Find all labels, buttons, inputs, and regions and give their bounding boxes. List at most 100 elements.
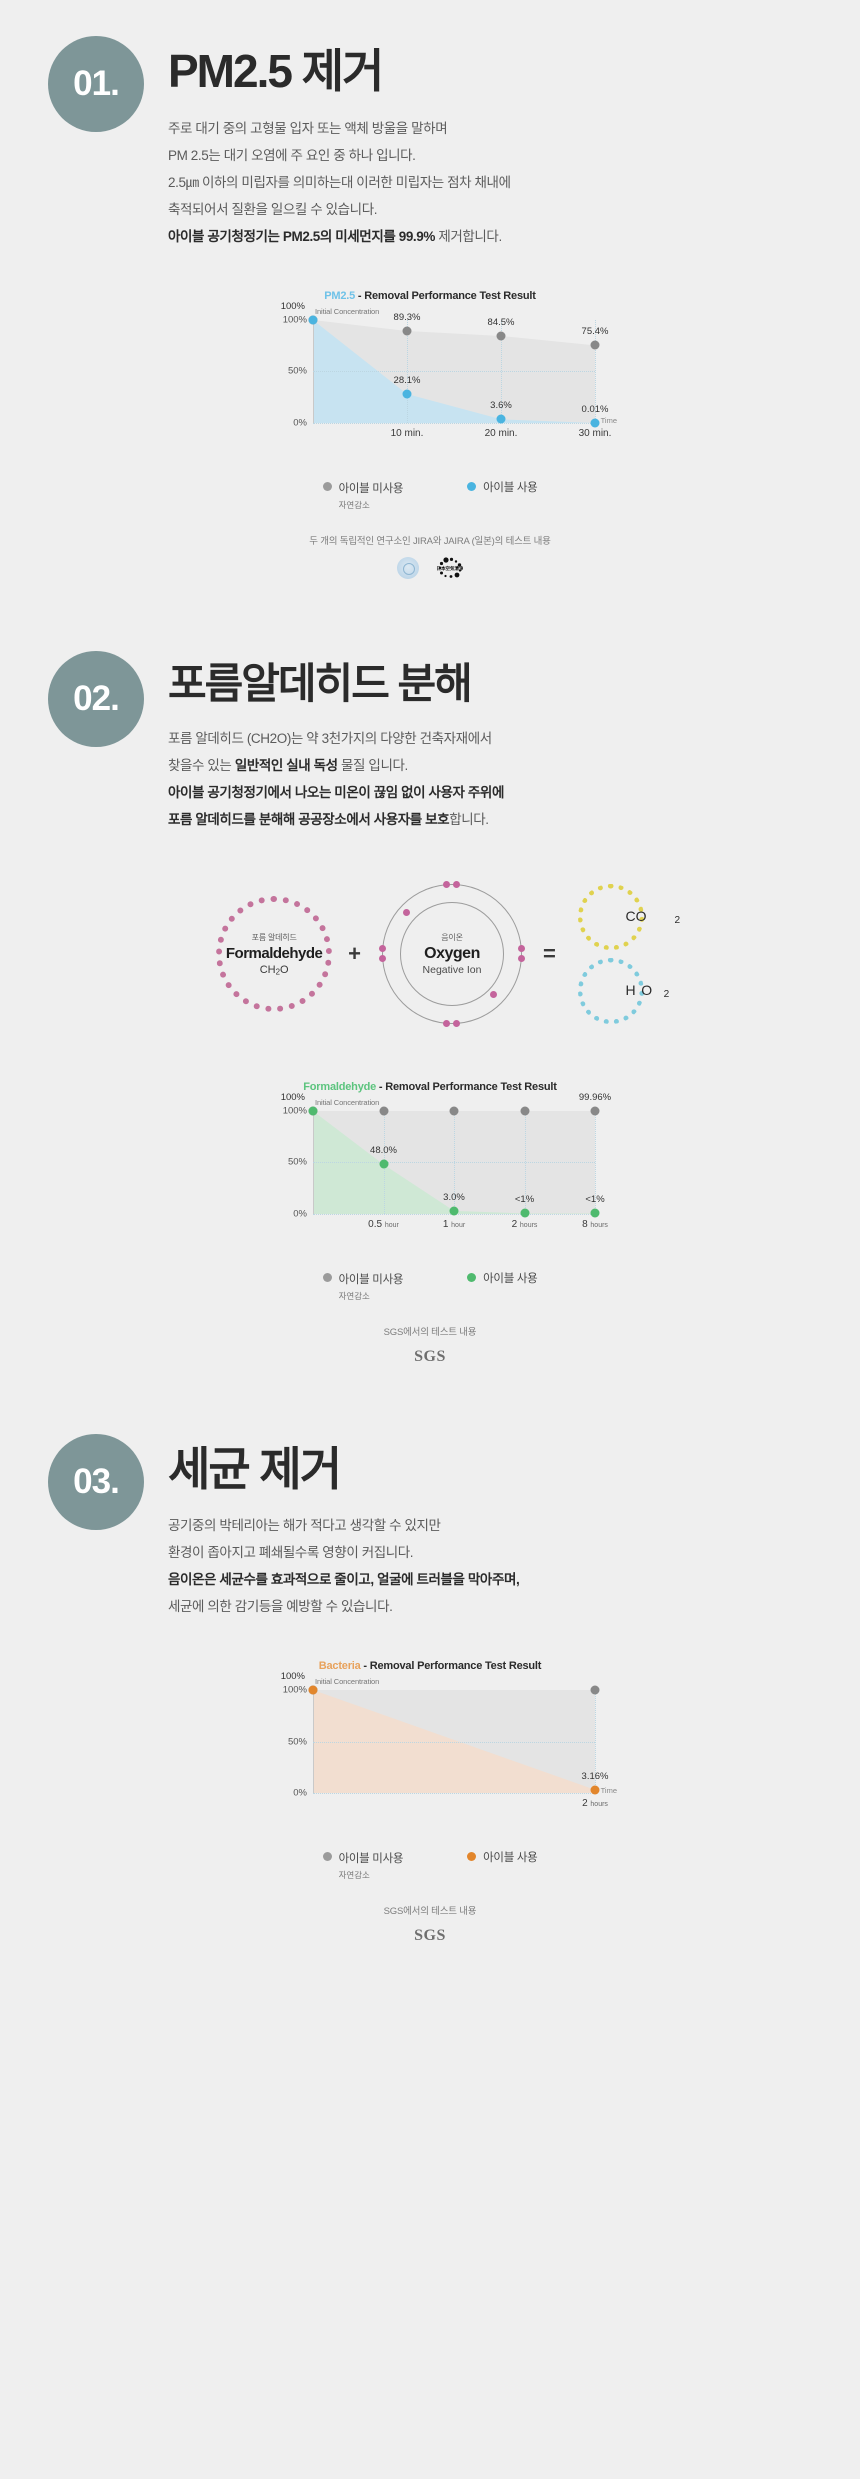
body-line: 2.5㎛ 이하의 미립자를 의미하는대 이러한 미립자는 점차 채내에	[168, 174, 511, 190]
data-point-label: 100%	[280, 1671, 305, 1683]
x-axis-label: Time	[600, 1786, 617, 1796]
section-bacteria: 03. 세균 제거 공기중의 박테리아는 해가 적다고 생각할 수 있지만 환경…	[0, 1366, 860, 1946]
gridline-vertical	[595, 1690, 596, 1794]
gridline-vertical	[524, 1110, 526, 1214]
body-line: 세균에 의한 감기등을 예방할 수 있습니다.	[168, 1599, 393, 1615]
ion-dot	[379, 944, 386, 952]
x-tick-label: 2 hours	[511, 1218, 538, 1230]
oxygen-inner-ring	[400, 901, 504, 1006]
body-line: 공기중의 박테리아는 해가 적다고 생각할 수 있지만	[168, 1518, 441, 1534]
data-point	[496, 414, 506, 424]
y-tick-label: 50%	[287, 365, 307, 377]
body-bold-rest: 제거합니다.	[435, 228, 502, 244]
products-column: CO 2 H 2O	[577, 883, 680, 1024]
section-pm25: 01. PM2.5 제거 주로 대기 중의 고형물 입자 또는 액체 방울을 말…	[0, 0, 860, 579]
logo-row-01: 日本空気清浄	[0, 556, 860, 579]
data-point-label: 99.96%	[578, 1091, 612, 1103]
plot-area-formaldehyde: Initial Concentration 100% 50% 0% 0.5 hour 1…	[265, 1092, 611, 1236]
data-point-label: 3.0%	[443, 1191, 465, 1203]
legend-item-in-use: 아이블 사용	[467, 1270, 538, 1302]
chart-title-pm25: PM2.5 - Removal Performance Test Result	[0, 290, 860, 302]
body-line-bold: 아이블 공기청정기에서 나오는 미온이 끊임 없이 사용자 주위에	[168, 784, 504, 800]
formaldehyde-formula: CH2O	[259, 963, 289, 976]
x-axis-label: Time	[600, 415, 617, 425]
data-point-label: <1%	[585, 1194, 605, 1206]
plot-area-bacteria: Initial Concentration 100% 50% 0% 2 hours 10…	[265, 1671, 617, 1815]
data-point	[590, 1685, 600, 1695]
source-note-01: 두 개의 독립적인 연구소인 JIRA와 JAIRA (일본)의 테스트 내용	[309, 535, 551, 547]
initial-concentration-label: Initial Concentration	[315, 306, 380, 316]
gridline-horizontal	[313, 1793, 595, 1795]
data-point	[590, 1208, 600, 1218]
plus-operator: +	[348, 940, 361, 966]
body-line-bold: 아이블 공기청정기는 PM2.5의 미세먼지를 99.9% 제거합니다.	[168, 223, 511, 250]
body-line-bold: 음이온은 세균수를 효과적으로 줄이고, 얼굴에 트러블을 막아주며,	[168, 1572, 520, 1588]
section-title-02: 포름알데히드 분해	[168, 659, 473, 707]
legend-dot-accent-icon	[467, 1852, 477, 1862]
oxygen-circle: 음이온 Oxygen Negative Ion	[377, 879, 527, 1029]
body-line: 주로 대기 중의 고형물 입자 또는 액체 방울을 말하며	[168, 120, 448, 136]
x-tick-label: 20 min.	[484, 427, 518, 439]
legend-item-in-use: 아이블 사용	[467, 1849, 538, 1881]
ion-dot	[518, 944, 525, 952]
chart-title-accent: Formaldehyde	[303, 1080, 377, 1093]
gridline-vertical	[501, 319, 502, 423]
x-tick-label: 10 min.	[390, 427, 424, 439]
data-point-label: 0.01%	[581, 403, 609, 415]
initial-concentration-label: Initial Concentration	[315, 1097, 380, 1107]
section-title-03: 세균 제거	[168, 1442, 342, 1495]
legend-label: 아이블 사용	[483, 1852, 538, 1865]
legend-sublabel: 자연감소	[338, 1870, 370, 1881]
legend-label: 아이블 미사용	[338, 482, 404, 495]
data-point	[590, 340, 600, 350]
data-point	[590, 1785, 600, 1795]
data-point	[402, 326, 412, 336]
section-number-badge-03: 03.	[48, 1433, 144, 1530]
legend-sublabel: 자연감소	[338, 499, 370, 510]
source-note-03: SGS에서의 테스트 내용	[383, 1906, 477, 1918]
formaldehyde-name: Formaldehyde	[225, 944, 323, 962]
formaldehyde-korean-label: 포름 알데히드	[251, 932, 297, 942]
section-header-01: 01. PM2.5 제거 주로 대기 중의 고형물 입자 또는 액체 방울을 말…	[0, 32, 860, 250]
gridline-horizontal	[313, 422, 595, 424]
jaira-logo-icon: 日本空気清浄	[437, 556, 464, 579]
body-bold: 일반적인 실내 독성	[234, 757, 338, 773]
x-tick-label: 2 hours	[582, 1798, 608, 1810]
body-line: 찾을수 있는 일반적인 실내 독성 물질 입니다.	[168, 752, 504, 779]
data-point-label: 100%	[280, 1091, 305, 1103]
data-point-label: 3.16%	[581, 1771, 609, 1783]
legend-item-no-use: 아이블 미사용 자연감소	[322, 479, 404, 511]
legend-label: 아이블 미사용	[338, 1273, 404, 1286]
legend-item-in-use: 아이블 사용	[467, 479, 538, 511]
x-tick-label: 8 hours	[582, 1218, 608, 1230]
data-point-label: 100%	[280, 300, 305, 312]
data-point	[379, 1106, 388, 1116]
data-point-label: 89.3%	[393, 311, 421, 323]
chart-formaldehyde: Formaldehyde - Removal Performance Test …	[0, 1081, 860, 1366]
x-tick-label: 1 hour	[442, 1218, 466, 1230]
legend-label: 아이블 사용	[483, 1272, 538, 1285]
body-text: 찾을수 있는	[168, 757, 235, 773]
ion-dot	[453, 1019, 460, 1027]
sgs-logo-icon: SGS	[414, 1927, 446, 1945]
data-point	[402, 389, 412, 399]
section-number-badge-02: 02.	[48, 650, 144, 747]
x-tick-label: 30 min.	[578, 427, 612, 439]
data-point	[520, 1106, 529, 1116]
gridline-vertical	[454, 1110, 455, 1214]
data-point	[308, 315, 318, 325]
oxygen-name: Oxygen	[424, 944, 480, 962]
y-tick-label: 50%	[287, 1156, 307, 1168]
gridline-vertical	[595, 319, 596, 423]
chart-title-rest: - Removal Performance Test Result	[376, 1080, 557, 1093]
legend-formaldehyde: 아이블 미사용 자연감소 아이블 사용	[0, 1270, 860, 1302]
ion-dot	[403, 908, 410, 916]
data-point-label: 84.5%	[487, 316, 515, 328]
logo-row-03: SGS	[0, 1927, 860, 1945]
legend-item-no-use: 아이블 미사용 자연감소	[322, 1270, 404, 1302]
data-point-label: 75.4%	[581, 325, 609, 337]
oxygen-korean-label: 음이온	[441, 932, 463, 942]
y-tick-label: 100%	[282, 314, 307, 326]
body-text: 물질 입니다.	[337, 757, 408, 773]
section-body-01: 주로 대기 중의 고형물 입자 또는 액체 방울을 말하며 PM 2.5는 대기…	[168, 115, 511, 250]
